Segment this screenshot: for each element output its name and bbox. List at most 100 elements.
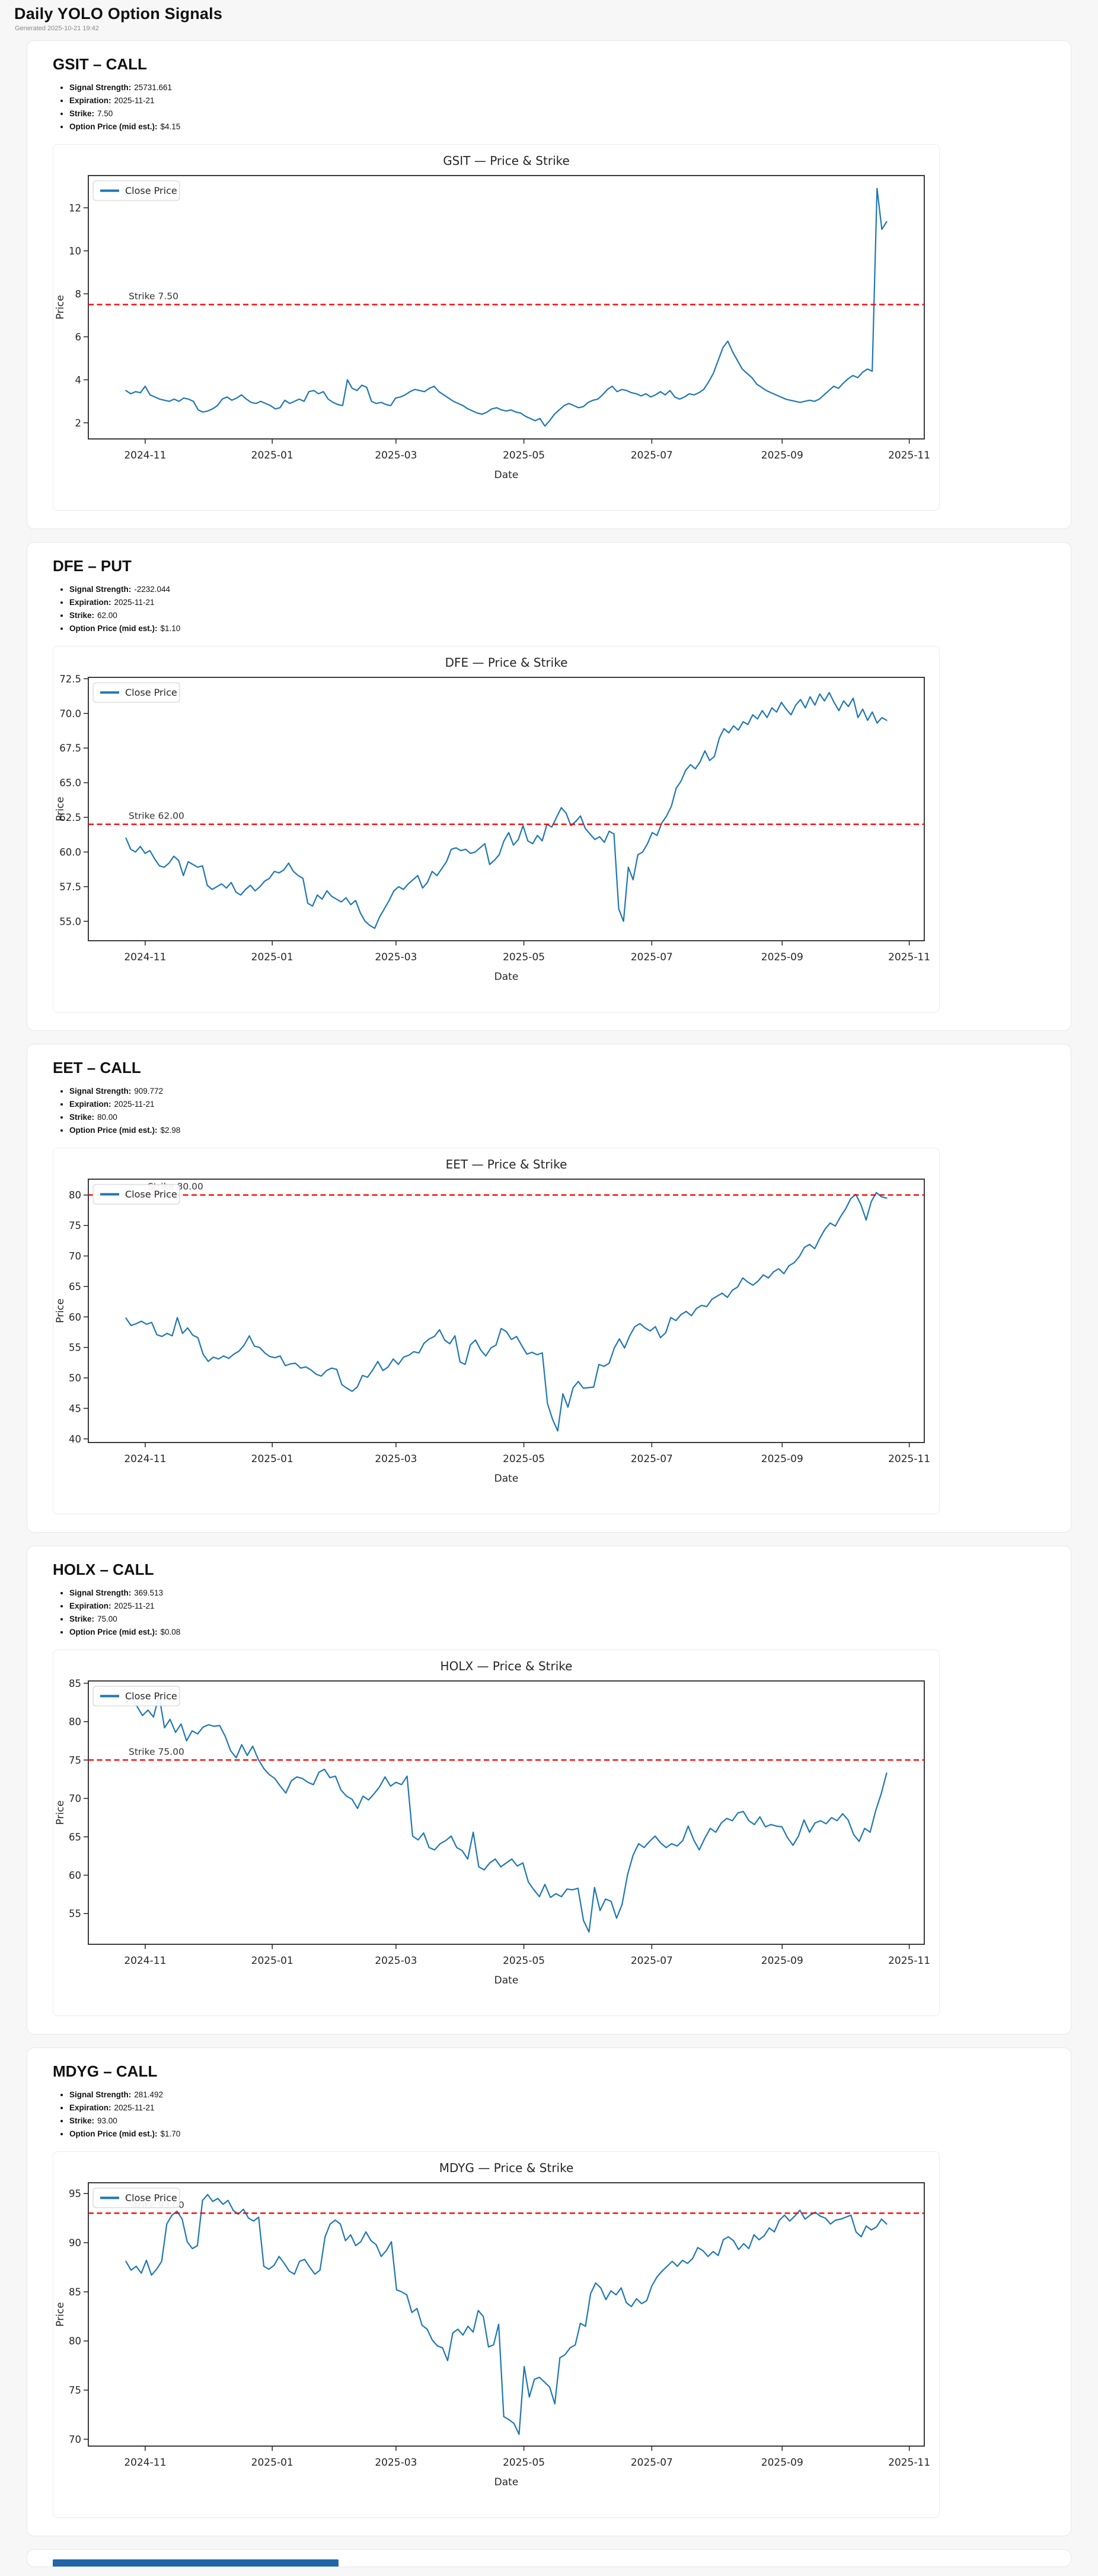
svg-text:Strike 75.00: Strike 75.00 <box>129 1746 184 1757</box>
svg-text:90: 90 <box>69 2237 81 2249</box>
svg-text:2025-11: 2025-11 <box>888 1955 930 1967</box>
svg-text:2024-11: 2024-11 <box>124 1453 166 1465</box>
svg-text:Date: Date <box>494 1975 519 1986</box>
svg-text:2025-01: 2025-01 <box>251 1453 293 1465</box>
expiration-item: Expiration:2025-11-21 <box>69 96 1045 105</box>
svg-text:2025-09: 2025-09 <box>761 951 803 963</box>
svg-text:2025-05: 2025-05 <box>503 450 545 461</box>
svg-text:2025-01: 2025-01 <box>251 1955 293 1967</box>
card-title: MDYG – CALL <box>53 2062 158 2080</box>
svg-text:Strike 7.50: Strike 7.50 <box>129 291 178 301</box>
svg-text:45: 45 <box>69 1403 81 1414</box>
svg-text:2025-03: 2025-03 <box>375 450 417 461</box>
signal-strength-item: Signal Strength:281.492 <box>69 2090 1045 2099</box>
svg-text:55: 55 <box>69 1342 81 1354</box>
card-title: GSIT – CALL <box>53 55 147 73</box>
svg-text:Date: Date <box>494 1473 519 1485</box>
svg-text:2024-11: 2024-11 <box>124 2457 166 2469</box>
svg-text:2025-09: 2025-09 <box>761 1955 803 1967</box>
svg-text:62.5: 62.5 <box>59 812 81 823</box>
svg-text:2024-11: 2024-11 <box>124 450 166 461</box>
svg-text:50: 50 <box>69 1373 81 1384</box>
svg-text:70.0: 70.0 <box>59 708 81 719</box>
svg-text:40: 40 <box>69 1434 81 1445</box>
svg-text:12: 12 <box>69 202 81 214</box>
strike-item: Strike:62.00 <box>69 611 1045 620</box>
fact-list: Signal Strength:369.513 Expiration:2025-… <box>53 1588 1045 1636</box>
svg-text:Date: Date <box>494 469 519 481</box>
svg-text:Close Price: Close Price <box>125 2192 177 2204</box>
svg-text:2025-05: 2025-05 <box>503 1955 545 1967</box>
svg-text:65: 65 <box>69 1832 81 1843</box>
svg-text:60: 60 <box>69 1311 81 1323</box>
svg-text:2025-03: 2025-03 <box>375 951 417 963</box>
svg-text:Price: Price <box>55 1298 66 1323</box>
svg-text:67.5: 67.5 <box>59 743 81 754</box>
strike-item: Strike:93.00 <box>69 2116 1045 2125</box>
svg-text:2025-09: 2025-09 <box>761 450 803 461</box>
partial-next-card <box>27 2549 1071 2567</box>
svg-text:EET — Price & Strike: EET — Price & Strike <box>446 1157 567 1171</box>
svg-text:2025-11: 2025-11 <box>888 1453 930 1465</box>
svg-text:HOLX — Price & Strike: HOLX — Price & Strike <box>441 1659 573 1673</box>
price-strike-chart: EET — Price & Strike 40 45 50 55 60 65 70 75 80 20… <box>55 1157 930 1485</box>
svg-text:2024-11: 2024-11 <box>124 951 166 963</box>
svg-text:2025-03: 2025-03 <box>375 1453 417 1465</box>
price-strike-chart: GSIT — Price & Strike 2 4 6 8 10 12 2024-11 2025… <box>55 154 930 481</box>
svg-text:2025-07: 2025-07 <box>631 450 673 461</box>
svg-text:2025-07: 2025-07 <box>631 1955 673 1967</box>
svg-text:Price: Price <box>55 295 66 319</box>
signal-card-eet: EET – CALL Signal Strength:909.772 Expir… <box>27 1044 1071 1533</box>
svg-text:2025-11: 2025-11 <box>888 450 930 461</box>
svg-text:Close Price: Close Price <box>125 1690 177 1702</box>
svg-text:75: 75 <box>69 1220 81 1231</box>
svg-text:80: 80 <box>69 1717 81 1728</box>
svg-text:2: 2 <box>75 418 82 429</box>
svg-text:MDYG — Price & Strike: MDYG — Price & Strike <box>439 2161 574 2175</box>
signal-card-gsit: GSIT – CALL Signal Strength:25731.661 Ex… <box>27 40 1071 529</box>
svg-text:Close Price: Close Price <box>125 185 177 196</box>
svg-text:55.0: 55.0 <box>59 916 81 927</box>
svg-text:2025-11: 2025-11 <box>888 2457 930 2469</box>
svg-text:80: 80 <box>69 2336 81 2347</box>
svg-text:2025-01: 2025-01 <box>251 450 293 461</box>
option-price-item: Option Price (mid est.):$1.70 <box>69 2129 1045 2138</box>
svg-text:2025-11: 2025-11 <box>888 951 930 963</box>
svg-text:70: 70 <box>69 2434 81 2445</box>
fact-list: Signal Strength:-2232.044 Expiration:202… <box>53 585 1045 633</box>
fact-list: Signal Strength:909.772 Expiration:2025-… <box>53 1087 1045 1135</box>
signal-strength-item: Signal Strength:25731.661 <box>69 83 1045 92</box>
card-title: EET – CALL <box>53 1059 141 1077</box>
svg-text:70: 70 <box>69 1793 81 1804</box>
chart-container: GSIT — Price & Strike 2 4 6 8 10 12 2024-11 2025… <box>53 144 940 511</box>
svg-text:60.0: 60.0 <box>59 846 81 858</box>
fact-list: Signal Strength:281.492 Expiration:2025-… <box>53 2090 1045 2138</box>
svg-text:2024-11: 2024-11 <box>124 1955 166 1967</box>
signal-strength-item: Signal Strength:909.772 <box>69 1087 1045 1096</box>
svg-text:2025-05: 2025-05 <box>503 1453 545 1465</box>
option-price-item: Option Price (mid est.):$4.15 <box>69 122 1045 131</box>
svg-text:2025-07: 2025-07 <box>631 2457 673 2469</box>
expiration-item: Expiration:2025-11-21 <box>69 1100 1045 1109</box>
svg-text:80: 80 <box>69 1190 81 1201</box>
expiration-item: Expiration:2025-11-21 <box>69 1601 1045 1610</box>
signal-card-holx: HOLX – CALL Signal Strength:369.513 Expi… <box>27 1546 1071 2034</box>
svg-text:2025-09: 2025-09 <box>761 1453 803 1465</box>
option-price-item: Option Price (mid est.):$1.10 <box>69 624 1045 633</box>
svg-text:8: 8 <box>75 288 82 300</box>
svg-text:65: 65 <box>69 1281 81 1292</box>
expiration-item: Expiration:2025-11-21 <box>69 2103 1045 2112</box>
generated-timestamp: Generated 2025-10-21 19:42 <box>15 25 99 32</box>
chart-container: EET — Price & Strike 40 45 50 55 60 65 70 75 80 20… <box>53 1148 940 1514</box>
svg-text:85: 85 <box>69 2287 81 2298</box>
svg-text:Price: Price <box>55 797 66 821</box>
signal-strength-item: Signal Strength:369.513 <box>69 1588 1045 1597</box>
svg-text:Strike 62.00: Strike 62.00 <box>129 811 184 821</box>
svg-text:GSIT — Price & Strike: GSIT — Price & Strike <box>443 154 570 168</box>
chart-container: HOLX — Price & Strike 55 60 65 70 75 80 85 2024-… <box>53 1650 940 2016</box>
svg-text:2025-01: 2025-01 <box>251 2457 293 2469</box>
strike-item: Strike:80.00 <box>69 1113 1045 1122</box>
svg-text:2025-09: 2025-09 <box>761 2457 803 2469</box>
card-title: DFE – PUT <box>53 557 132 575</box>
